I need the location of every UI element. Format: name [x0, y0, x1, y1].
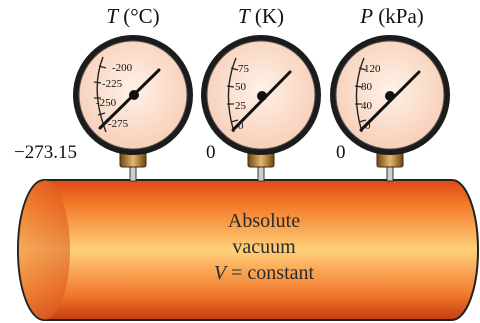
tick-label: 0 [365, 120, 371, 132]
needle [98, 68, 161, 130]
needle-hub [385, 91, 395, 101]
tick-label: 120 [364, 63, 381, 75]
scale-arc [227, 57, 237, 133]
tank-label-line3: V = constant [214, 262, 314, 285]
tick-label: -275 [108, 118, 129, 130]
gauge-kelvin: 75 50 25 0 [201, 35, 321, 155]
reading-pressure: 0 [336, 142, 346, 163]
gauge-title-pressure: P (kPa) [360, 4, 424, 29]
gauge-unit: (kPa) [378, 4, 424, 28]
volume-constant-text: = constant [226, 262, 315, 284]
gauge-symbol: T [237, 4, 250, 28]
tick-label: -225 [102, 78, 123, 90]
volume-symbol: V [213, 262, 227, 284]
gauge-unit: (K) [254, 4, 285, 28]
needle [231, 70, 292, 132]
gauge-pressure: 120 80 40 0 [330, 35, 450, 155]
scale-arc [355, 57, 365, 133]
gauge-unit: (°C) [123, 4, 160, 28]
tick-label: -200 [112, 62, 133, 74]
tank-label-line1: Absolute [227, 210, 301, 232]
tank-label-line2: vacuum [232, 236, 296, 258]
tick-label: -250 [96, 97, 117, 109]
gauge-fittings [119, 150, 404, 182]
needle-hub [129, 90, 139, 100]
gauge-symbol: T [106, 4, 119, 28]
tick-label: 80 [361, 81, 373, 93]
gauge-celsius: -200 -225 -250 -275 [73, 35, 193, 155]
gauge-symbol: P [360, 4, 374, 28]
tank-left-cap [18, 180, 70, 320]
tick-label: 40 [361, 100, 373, 112]
tick-label: 75 [238, 63, 250, 75]
tick-label: 0 [238, 120, 244, 132]
gauge-title-kelvin: T (K) [238, 4, 284, 29]
gauge-title-celsius: T (°C) [106, 4, 159, 29]
needle-hub [257, 91, 267, 101]
reading-kelvin: 0 [206, 142, 216, 163]
tick-label: 25 [235, 100, 247, 112]
tick-label: 50 [235, 81, 247, 93]
vacuum-tank [17, 179, 479, 321]
reading-celsius: −273.15 [14, 142, 77, 163]
